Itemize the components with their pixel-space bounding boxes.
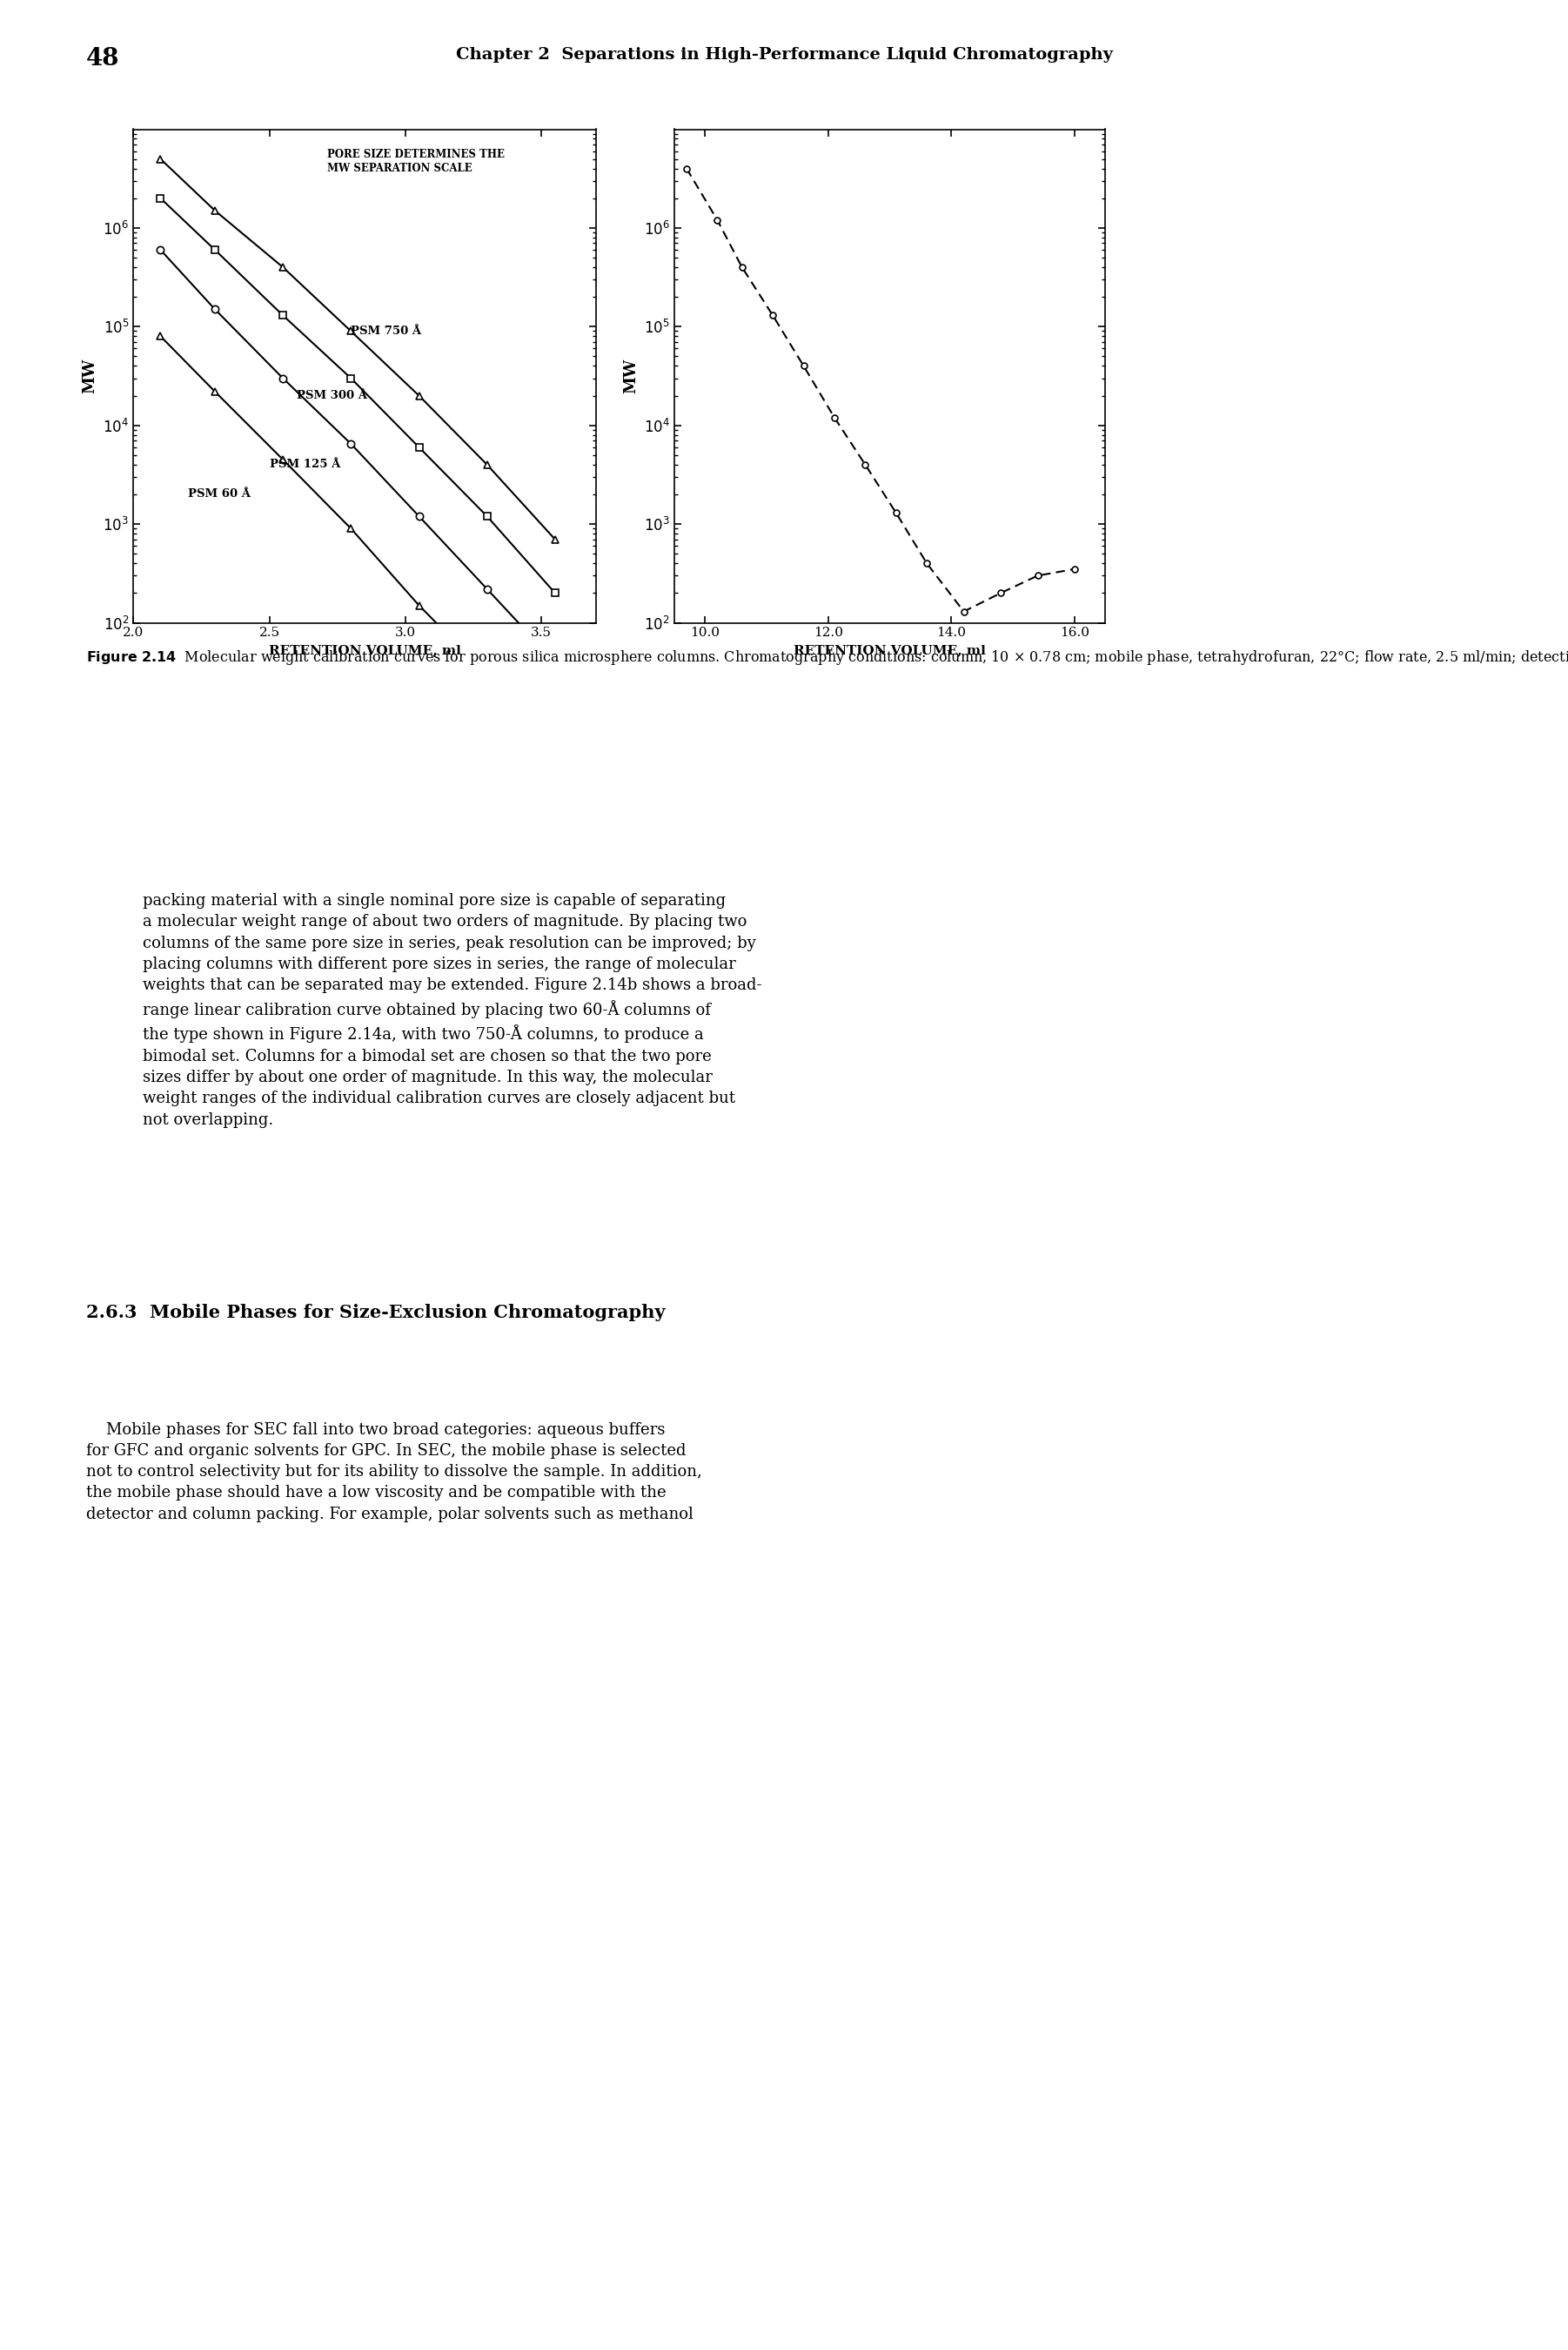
Text: PSM 60 Å: PSM 60 Å <box>188 489 251 501</box>
Text: packing material with a single nominal pore size is capable of separating
a mole: packing material with a single nominal p… <box>143 893 762 1128</box>
Text: PSM 300 Å: PSM 300 Å <box>296 390 367 402</box>
Text: PORE SIZE DETERMINES THE
MW SEPARATION SCALE: PORE SIZE DETERMINES THE MW SEPARATION S… <box>328 148 505 174</box>
Text: PSM 125 Å: PSM 125 Å <box>270 458 340 470</box>
Text: PSM 750 Å: PSM 750 Å <box>351 327 422 336</box>
Y-axis label: MW: MW <box>624 360 640 392</box>
Y-axis label: MW: MW <box>83 360 99 392</box>
Text: $\bf{Figure\ 2.14}$  Molecular weight calibration curves for porous silica micro: $\bf{Figure\ 2.14}$ Molecular weight cal… <box>86 646 1568 667</box>
Text: 2.6.3  Mobile Phases for Size-Exclusion Chromatography: 2.6.3 Mobile Phases for Size-Exclusion C… <box>86 1304 665 1321</box>
X-axis label: RETENTION VOLUME, ml: RETENTION VOLUME, ml <box>268 644 461 656</box>
Text: Mobile phases for SEC fall into two broad categories: aqueous buffers
for GFC an: Mobile phases for SEC fall into two broa… <box>86 1422 702 1523</box>
Text: Chapter 2  Separations in High-Performance Liquid Chromatography: Chapter 2 Separations in High-Performanc… <box>456 47 1112 63</box>
X-axis label: RETENTION VOLUME, ml: RETENTION VOLUME, ml <box>793 644 986 656</box>
Text: 48: 48 <box>86 47 119 70</box>
